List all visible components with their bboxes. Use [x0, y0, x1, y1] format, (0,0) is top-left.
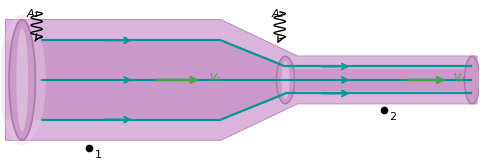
Text: V₁: V₁	[209, 73, 220, 83]
Text: 1: 1	[95, 150, 102, 161]
Ellipse shape	[281, 61, 289, 99]
Text: 2: 2	[389, 112, 396, 122]
Text: A₁: A₁	[27, 9, 39, 19]
Ellipse shape	[276, 56, 295, 104]
Polygon shape	[5, 20, 477, 69]
Polygon shape	[5, 20, 477, 140]
Ellipse shape	[9, 20, 36, 140]
Text: V₂: V₂	[453, 73, 464, 83]
Ellipse shape	[465, 56, 480, 104]
Ellipse shape	[16, 29, 28, 131]
Text: A₂: A₂	[271, 9, 283, 19]
Ellipse shape	[0, 15, 46, 145]
Polygon shape	[5, 91, 477, 140]
